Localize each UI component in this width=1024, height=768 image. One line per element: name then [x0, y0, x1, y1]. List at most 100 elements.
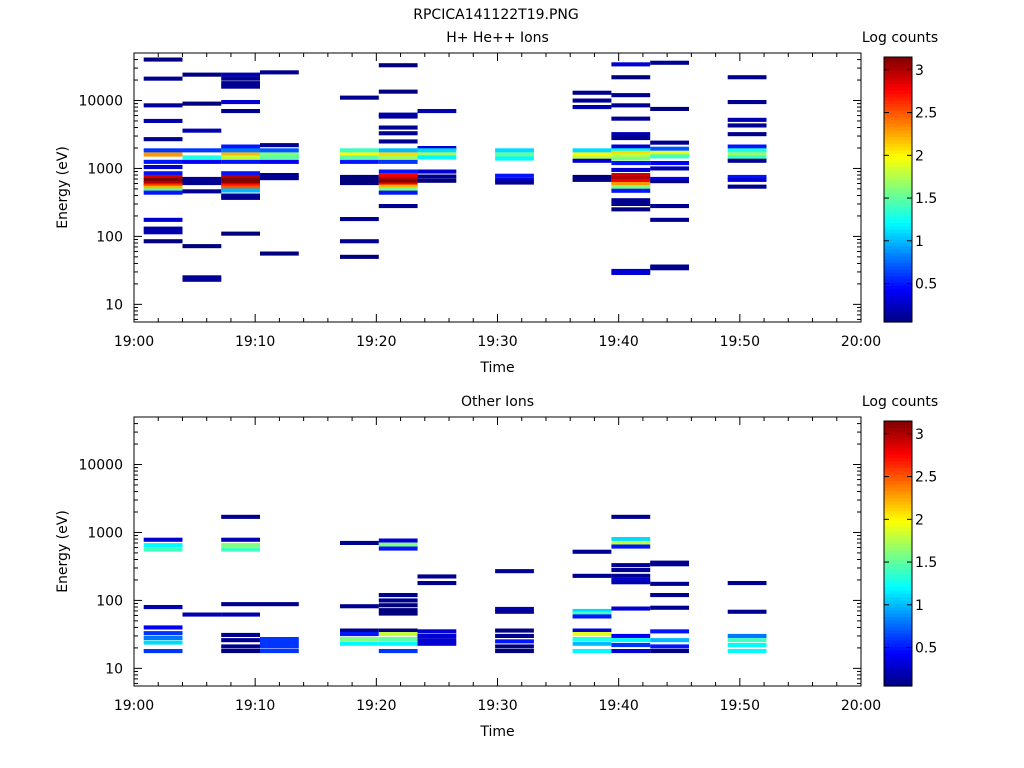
heatmap-cell — [143, 226, 183, 231]
heatmap-cell — [378, 637, 418, 642]
heatmap-cell — [495, 177, 534, 182]
heatmap-cell — [611, 540, 651, 545]
colorbar-segment — [884, 216, 912, 220]
colorbar-segment — [884, 589, 912, 594]
heatmap-cell — [143, 103, 183, 108]
colorbar-segment — [884, 83, 912, 88]
colorbar-segment — [884, 540, 912, 545]
heatmap-cell — [221, 514, 260, 519]
heatmap-cell — [260, 176, 299, 181]
panel-title: H+ He++ Ions — [446, 30, 549, 46]
colorbar-segment — [884, 517, 912, 521]
heatmap-cell — [340, 540, 379, 545]
heatmap-cell — [650, 638, 689, 643]
colorbar-segment — [884, 457, 912, 462]
colorbar-segment — [884, 646, 912, 651]
heatmap-cell — [417, 148, 457, 153]
heatmap-cell — [611, 161, 651, 166]
heatmap-cell — [611, 136, 651, 141]
panels: 19:00 19:10 19:20 19:30 19:40 19:50 20:0010100… — [55, 30, 938, 740]
colorbar-segment — [884, 576, 912, 581]
heatmap-cell — [143, 165, 183, 170]
colorbar-segment — [884, 553, 912, 558]
heatmap-cell — [221, 177, 260, 182]
heatmap-cell — [143, 631, 183, 636]
colorbar-segment — [884, 596, 912, 601]
heatmap-cell — [572, 608, 612, 613]
colorbar-segment — [884, 106, 912, 111]
colorbar-segment — [884, 292, 912, 297]
colorbar-segment — [884, 153, 912, 157]
heatmap-cell — [260, 159, 299, 164]
colorbar-segment — [884, 123, 912, 128]
heatmap-cell — [495, 609, 534, 614]
colorbar-segment — [884, 450, 912, 455]
colorbar-tick-label: 1.5 — [915, 191, 937, 207]
colorbar-tick-label: 1 — [915, 598, 924, 614]
colorbar-segment — [884, 285, 912, 290]
heatmap-cell — [143, 177, 183, 182]
colorbar-segment — [884, 447, 912, 452]
colorbar-tick-label: 2.5 — [915, 470, 937, 486]
colorbar-segment — [884, 73, 912, 78]
colorbar-segment — [884, 272, 912, 277]
x-tick-label: 19:40 — [598, 698, 638, 714]
colorbar-segment — [884, 530, 912, 535]
heatmap-cell — [182, 244, 222, 249]
heatmap-cell — [378, 204, 418, 209]
x-tick-label: 20:00 — [841, 334, 881, 350]
colorbar-segment — [884, 189, 912, 194]
heatmap-cell — [611, 514, 651, 519]
colorbar-segment — [884, 199, 912, 204]
heatmap-cell — [727, 633, 767, 638]
page-title: RPCICA141122T19.PNG — [413, 7, 578, 23]
heatmap-cell — [143, 181, 183, 186]
colorbar-segment — [884, 490, 912, 495]
heatmap-cell — [221, 109, 260, 114]
colorbar-segment — [884, 500, 912, 505]
colorbar-segment — [884, 143, 912, 148]
heatmap-cell — [572, 632, 612, 637]
colorbar-segment — [884, 176, 912, 181]
colorbar-segment — [884, 629, 912, 634]
heatmap-cell — [378, 152, 418, 157]
colorbar-segment — [884, 679, 912, 684]
colorbar-segment — [884, 669, 912, 674]
heatmap-cell — [572, 637, 612, 642]
heatmap-cell — [143, 230, 183, 235]
colorbar-segment — [884, 682, 912, 687]
heatmap-cell — [260, 640, 299, 645]
colorbar-segment — [884, 96, 912, 101]
heatmap-cell — [611, 606, 651, 611]
heatmap-cell — [495, 569, 534, 574]
colorbar-segment — [884, 474, 912, 478]
heatmap-cell — [650, 166, 689, 171]
heatmap-cell — [572, 549, 612, 554]
colorbar-segment — [884, 580, 912, 584]
colorbar-segment — [884, 139, 912, 144]
heatmap-cell — [378, 593, 418, 598]
x-tick-label: 19:50 — [720, 334, 760, 350]
heatmap-cell — [611, 167, 651, 172]
heatmap-cell — [221, 171, 260, 176]
heatmap-cell — [378, 628, 418, 633]
heatmap-cell — [727, 132, 767, 137]
colorbar-segment — [884, 493, 912, 498]
heatmap-cell — [182, 128, 222, 133]
heatmap-cell — [143, 188, 183, 193]
heatmap-cell — [727, 643, 767, 648]
colorbar-segment — [884, 424, 912, 429]
colorbar-segment — [884, 586, 912, 591]
heatmap-cell — [417, 152, 457, 157]
heatmap-cell — [143, 635, 183, 640]
colorbar-segment — [884, 80, 912, 85]
heatmap-cell — [650, 266, 689, 271]
heatmap-cell — [495, 148, 534, 153]
heatmap-cell — [143, 640, 183, 645]
heatmap-cell — [340, 177, 379, 182]
colorbar-segment — [884, 265, 912, 270]
colorbar-segment — [884, 282, 912, 287]
heatmap-cell — [340, 239, 379, 244]
colorbar-tick-label: 2.5 — [915, 106, 937, 122]
heatmap-cells — [143, 514, 767, 654]
